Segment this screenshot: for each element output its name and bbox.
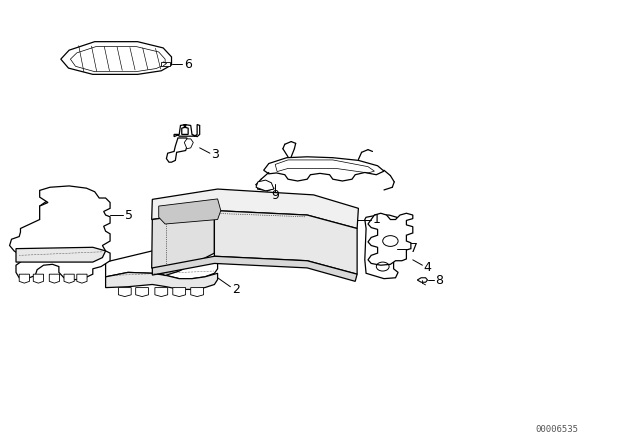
Polygon shape xyxy=(106,272,218,289)
Polygon shape xyxy=(159,199,221,224)
Polygon shape xyxy=(152,189,358,228)
Polygon shape xyxy=(106,244,243,279)
Text: 7: 7 xyxy=(410,242,418,255)
Polygon shape xyxy=(191,288,204,297)
Text: 3: 3 xyxy=(211,147,219,161)
Polygon shape xyxy=(136,288,148,297)
Polygon shape xyxy=(152,256,357,281)
Polygon shape xyxy=(19,274,29,283)
Polygon shape xyxy=(365,215,398,279)
Text: 9: 9 xyxy=(271,189,279,202)
Polygon shape xyxy=(155,288,168,297)
Polygon shape xyxy=(61,42,172,74)
Polygon shape xyxy=(174,125,200,137)
Text: 4: 4 xyxy=(424,261,431,274)
Polygon shape xyxy=(40,198,101,227)
Text: 2: 2 xyxy=(232,283,239,296)
Polygon shape xyxy=(77,274,87,283)
Polygon shape xyxy=(161,62,170,66)
Polygon shape xyxy=(256,180,274,191)
Polygon shape xyxy=(214,211,357,274)
Polygon shape xyxy=(173,288,186,297)
Polygon shape xyxy=(417,278,428,282)
Polygon shape xyxy=(33,274,44,283)
Text: 6: 6 xyxy=(184,57,192,71)
Polygon shape xyxy=(10,186,110,280)
Polygon shape xyxy=(118,288,131,297)
Polygon shape xyxy=(264,157,384,181)
Polygon shape xyxy=(368,213,413,265)
Text: 1: 1 xyxy=(373,213,381,226)
Text: 00006535: 00006535 xyxy=(535,425,579,434)
Polygon shape xyxy=(49,274,60,283)
Polygon shape xyxy=(184,139,193,149)
Polygon shape xyxy=(16,247,106,262)
Polygon shape xyxy=(166,138,188,162)
Polygon shape xyxy=(64,274,74,283)
Polygon shape xyxy=(152,211,214,276)
Text: 5: 5 xyxy=(125,208,133,222)
Text: 8: 8 xyxy=(435,273,444,287)
